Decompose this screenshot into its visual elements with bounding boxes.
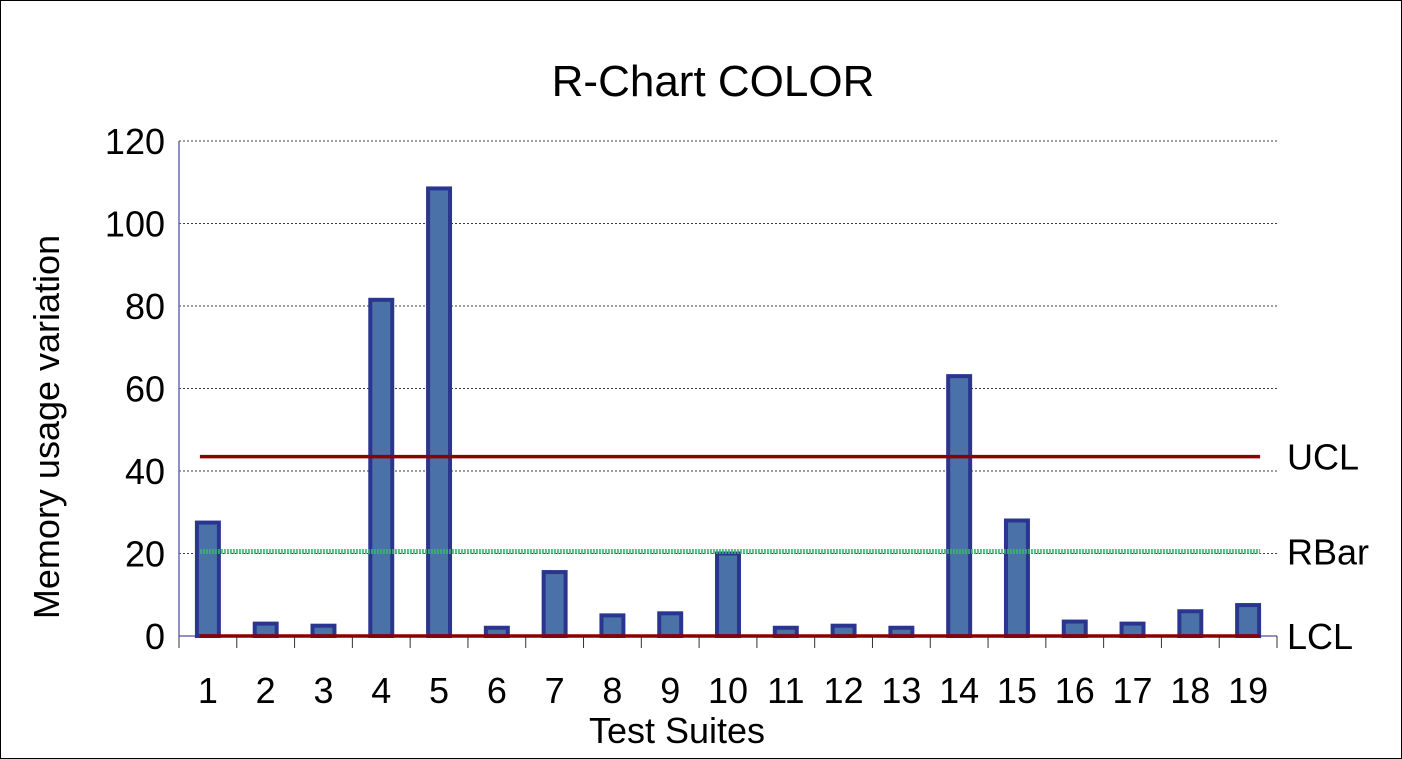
bar [946,374,973,638]
y-tick-label: 120 [105,121,165,162]
x-axis-label: Test Suites [589,710,765,751]
x-tick-label: 7 [545,670,565,711]
bar [194,520,221,638]
x-tick-label: 4 [371,670,391,711]
bar [1177,609,1204,638]
y-tick-label: 100 [105,204,165,245]
bar [599,613,626,638]
y-tick-label: 20 [125,534,165,575]
control-line-label: LCL [1287,616,1353,657]
x-tick-label: 9 [660,670,680,711]
y-tick-label: 0 [145,616,165,657]
y-tick-label: 60 [125,369,165,410]
x-tick-label: 14 [939,670,979,711]
bar [1119,621,1146,638]
bar [1235,603,1262,638]
x-tick-label: 12 [824,670,864,711]
x-tick-label: 15 [997,670,1037,711]
x-tick-label: 2 [256,670,276,711]
bar [426,186,453,638]
y-axis-label: Memory usage variation [26,235,67,619]
y-tick-label: 40 [125,451,165,492]
x-tick-label: 11 [767,670,804,711]
bar [252,621,279,638]
x-tick-label: 19 [1228,670,1268,711]
control-line-label: UCL [1287,437,1359,478]
y-tick-label: 80 [125,286,165,327]
x-tick-label: 5 [429,670,449,711]
x-tick-label: 10 [708,670,748,711]
x-tick-label: 17 [1113,670,1153,711]
bar [657,611,684,638]
bar [541,570,568,638]
x-tick-label: 13 [881,670,921,711]
x-tick-label: 8 [602,670,622,711]
bar [715,551,741,638]
x-tick-label: 18 [1170,670,1210,711]
x-tick-label: 16 [1055,670,1095,711]
bar [368,297,395,638]
bar [1003,518,1030,638]
chart-title: R-Chart COLOR [552,57,875,106]
x-tick-label: 1 [198,670,218,711]
x-tick-label: 6 [487,670,507,711]
control-line-label: RBar [1287,531,1369,572]
bar [1061,619,1088,638]
x-tick-label: 3 [313,670,333,711]
